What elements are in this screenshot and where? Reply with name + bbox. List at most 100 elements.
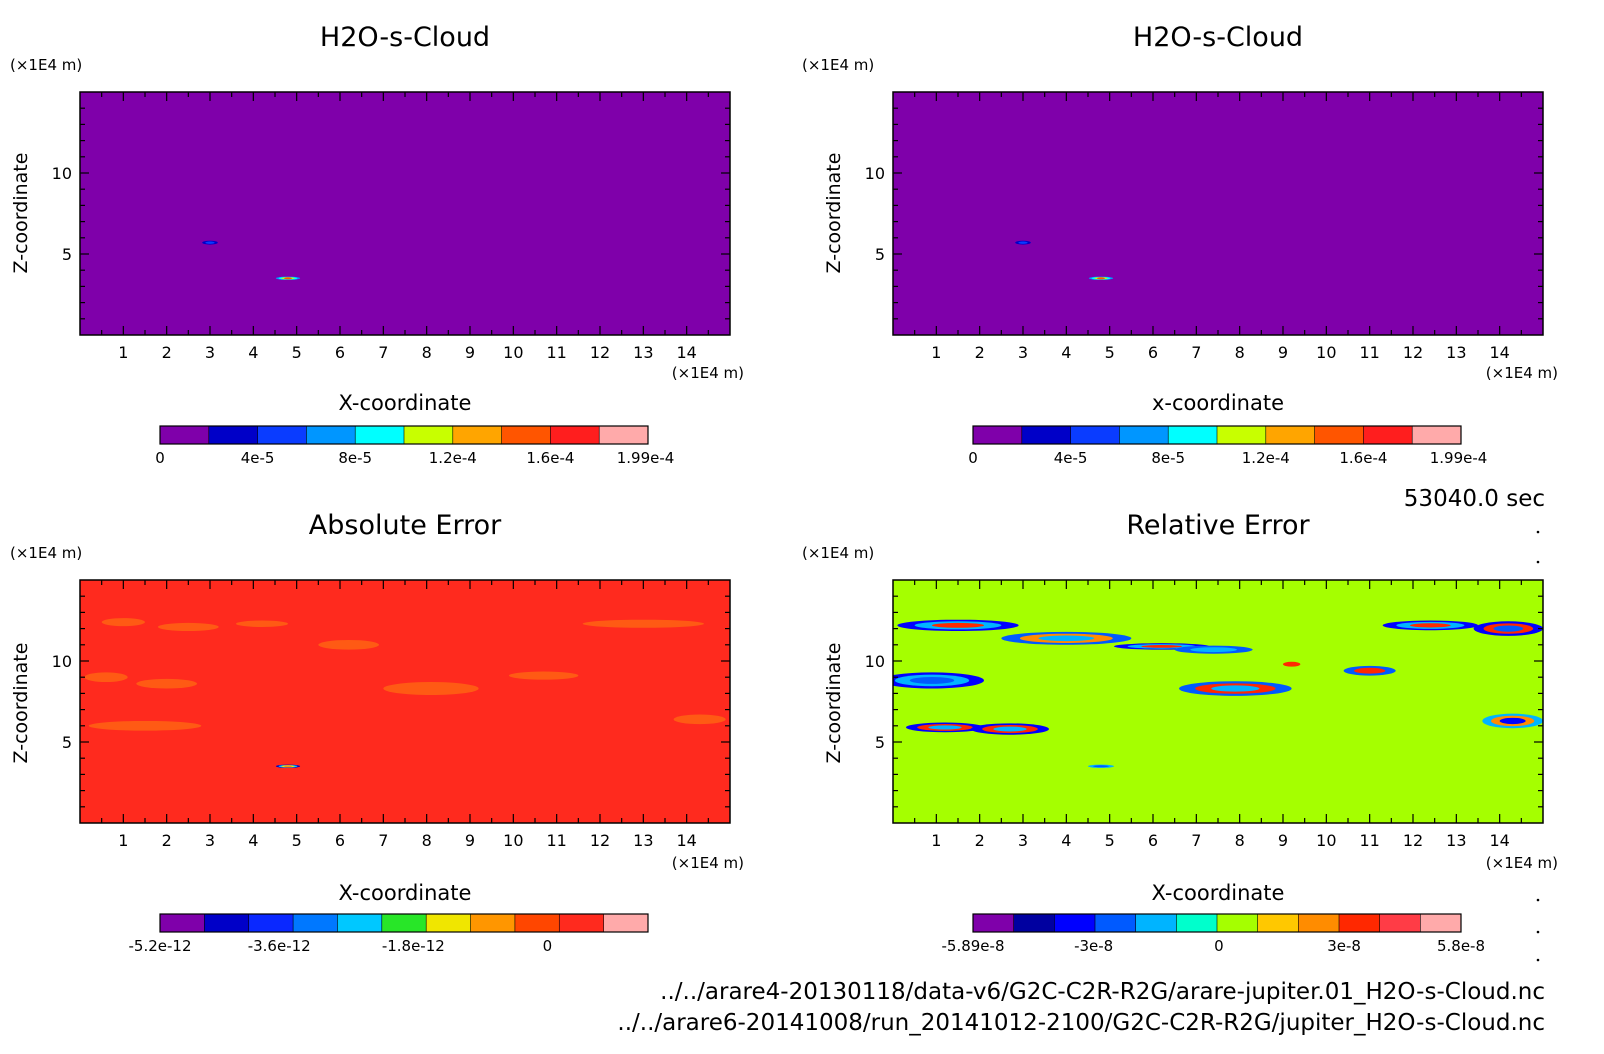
x-axis-label: X-coordinate xyxy=(1152,881,1285,905)
colorbar-tick-label: -3.6e-12 xyxy=(248,937,311,955)
colorbar-tick-label: 4e-5 xyxy=(1054,449,1088,467)
heatmap-blob xyxy=(932,622,984,628)
colorbar-frame xyxy=(159,913,649,933)
x-tick-label: 6 xyxy=(1148,831,1158,850)
file-path-2: ../../arare6-20141008/run_20141012-2100/… xyxy=(617,1010,1545,1036)
y-unit-label: (×1E4 m) xyxy=(802,544,874,562)
y-tick-label: 5 xyxy=(875,733,885,752)
colorbar-segment xyxy=(1217,426,1267,444)
margin-dot xyxy=(1536,560,1540,564)
heatmap-blob xyxy=(1093,765,1109,768)
colorbar-segment xyxy=(355,426,405,444)
x-tick-label: 4 xyxy=(248,343,258,362)
heatmap-blob xyxy=(88,720,202,731)
x-tick-label: 8 xyxy=(422,343,432,362)
x-tick-label: 5 xyxy=(292,831,302,850)
colorbar-segment xyxy=(426,914,472,932)
x-tick-label: 2 xyxy=(975,343,985,362)
colorbar-segment xyxy=(1135,914,1177,932)
y-unit-label: (×1E4 m) xyxy=(10,544,82,562)
colorbar-segment xyxy=(452,426,503,444)
x-tick-label: 14 xyxy=(676,343,696,362)
y-tick-label: 5 xyxy=(875,245,885,264)
x-tick-label: 7 xyxy=(378,831,388,850)
colorbar-segment xyxy=(1119,426,1169,444)
colorbar-segment xyxy=(337,914,383,932)
x-tick-label: 1 xyxy=(931,343,941,362)
colorbar-segment xyxy=(1339,914,1381,932)
x-tick-label: 1 xyxy=(118,831,128,850)
x-tick-label: 14 xyxy=(676,831,696,850)
colorbar-tick-label: 0 xyxy=(1214,937,1224,955)
colorbar-segment xyxy=(1095,914,1137,932)
x-tick-label: 8 xyxy=(1235,343,1245,362)
x-tick-label: 4 xyxy=(248,831,258,850)
panel-top-right: H2O-s-Cloud (×1E4 m) Z-coordinate (×1E4 … xyxy=(802,22,1558,467)
heatmap-blob xyxy=(136,678,198,689)
x-tick-label: 11 xyxy=(1359,831,1379,850)
colorbar-segment xyxy=(1420,914,1462,932)
x-tick-label: 5 xyxy=(1105,343,1115,362)
colorbar-segment xyxy=(1054,914,1096,932)
colorbar-segment xyxy=(204,914,250,932)
colorbar-segment xyxy=(306,426,356,444)
y-tick-label: 10 xyxy=(52,164,72,183)
heatmap-blob xyxy=(205,241,215,244)
colorbar-segment xyxy=(501,426,551,444)
margin-dot xyxy=(1536,898,1540,902)
heatmap-blob xyxy=(909,676,955,684)
x-tick-label: 6 xyxy=(1148,343,1158,362)
panel-bottom-right: Relative Error (×1E4 m) Z-coordinate (×1… xyxy=(802,510,1558,955)
x-tick-label: 12 xyxy=(1403,831,1423,850)
y-axis-label: Z-coordinate xyxy=(823,643,845,764)
x-unit-label: (×1E4 m) xyxy=(1486,364,1558,382)
x-tick-label: 11 xyxy=(546,343,566,362)
heatmap-blob xyxy=(158,622,219,632)
x-tick-label: 12 xyxy=(1403,343,1423,362)
x-tick-label: 2 xyxy=(162,343,172,362)
heatmap-blob xyxy=(1409,623,1451,628)
x-tick-label: 7 xyxy=(1191,343,1201,362)
x-tick-label: 7 xyxy=(1191,831,1201,850)
colorbar-segment xyxy=(1257,914,1299,932)
heatmap-blob xyxy=(84,672,128,683)
x-tick-label: 9 xyxy=(1278,831,1288,850)
colorbar-segment xyxy=(1021,426,1072,444)
colorbar-segment xyxy=(293,914,338,932)
y-axis-label: Z-coordinate xyxy=(10,643,32,764)
heatmap-features xyxy=(202,240,301,280)
x-tick-label: 12 xyxy=(590,343,610,362)
heatmap-blob xyxy=(509,671,579,680)
x-tick-label: 13 xyxy=(1446,831,1466,850)
colorbar-tick-label: 1.2e-4 xyxy=(429,449,477,467)
colorbar-tick-label: 1.99e-4 xyxy=(1430,449,1488,467)
time-stamp: 53040.0 sec xyxy=(1404,486,1545,512)
colorbar-tick-label: 0 xyxy=(968,449,978,467)
colorbar-segment xyxy=(208,426,259,444)
x-tick-label: 8 xyxy=(1235,831,1245,850)
y-tick-label: 5 xyxy=(62,733,72,752)
x-tick-label: 14 xyxy=(1489,343,1509,362)
x-axis-label: X-coordinate xyxy=(339,881,472,905)
colorbar-segment xyxy=(514,914,560,932)
y-axis-label: Z-coordinate xyxy=(823,153,845,274)
colorbar-tick-label: 8e-5 xyxy=(338,449,372,467)
x-unit-label: (×1E4 m) xyxy=(672,854,744,872)
heatmap-blob xyxy=(1190,647,1238,653)
colorbar-tick-label: 8e-5 xyxy=(1151,449,1185,467)
panel-title: H2O-s-Cloud xyxy=(320,22,490,53)
colorbar-segment xyxy=(1265,426,1316,444)
x-tick-label: 10 xyxy=(503,343,523,362)
colorbar-segment xyxy=(404,426,454,444)
x-tick-label: 9 xyxy=(1278,343,1288,362)
panel-title: H2O-s-Cloud xyxy=(1133,22,1303,53)
x-tick-label: 6 xyxy=(335,343,345,362)
x-tick-label: 14 xyxy=(1489,831,1509,850)
heatmap-blob xyxy=(1038,635,1095,642)
x-tick-label: 10 xyxy=(503,831,523,850)
y-tick-label: 5 xyxy=(62,245,72,264)
colorbar-tick-label: -3e-8 xyxy=(1074,937,1113,955)
colorbar-segment xyxy=(599,426,649,444)
colorbar-tick-label: 0 xyxy=(543,937,553,955)
